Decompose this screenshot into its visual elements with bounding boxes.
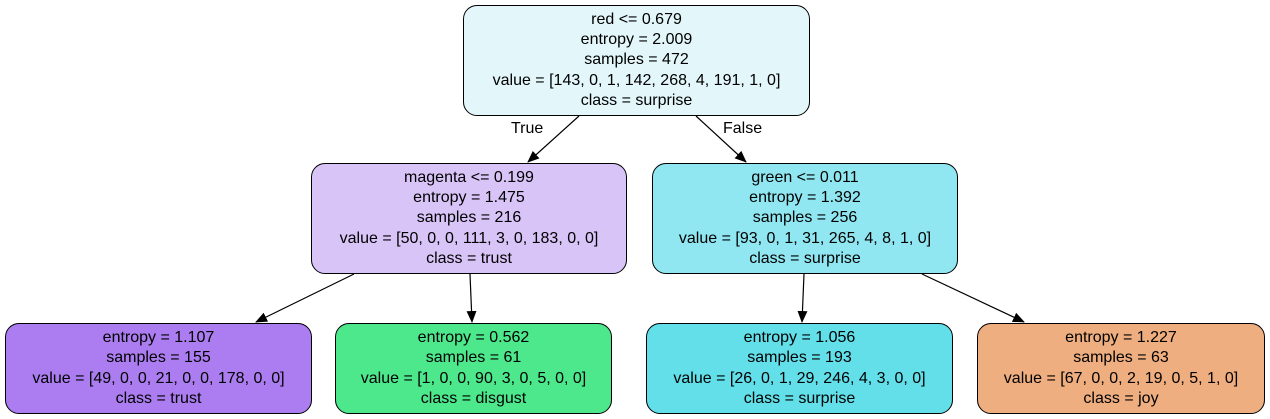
node-value: value = [67, 0, 0, 2, 19, 0, 5, 1, 0] — [1003, 369, 1239, 387]
node-split-rule: green <= 0.011 — [751, 168, 859, 186]
tree-node-right: green <= 0.011 entropy = 1.392 samples =… — [652, 163, 958, 274]
tree-node-root: red <= 0.679 entropy = 2.009 samples = 4… — [463, 5, 810, 116]
node-class: class = surprise — [580, 91, 693, 109]
tree-node-left: magenta <= 0.199 entropy = 1.475 samples… — [311, 163, 627, 274]
node-samples: samples = 155 — [106, 349, 211, 367]
node-entropy: entropy = 1.392 — [749, 189, 861, 207]
node-entropy: entropy = 1.227 — [1065, 329, 1177, 347]
node-value: value = [93, 0, 1, 31, 265, 4, 8, 1, 0] — [678, 229, 932, 247]
edge-label-false: False — [723, 120, 763, 137]
node-class: class = joy — [1083, 389, 1159, 407]
node-entropy: entropy = 0.562 — [417, 329, 530, 347]
node-split-rule: magenta <= 0.199 — [404, 168, 534, 186]
node-entropy: entropy = 1.475 — [413, 189, 525, 207]
node-class: class = surprise — [743, 389, 856, 407]
node-value: value = [49, 0, 0, 21, 0, 0, 178, 0, 0] — [32, 369, 285, 387]
node-class: class = trust — [426, 249, 512, 267]
node-entropy: entropy = 2.009 — [580, 31, 693, 49]
node-samples: samples = 61 — [425, 349, 522, 367]
node-samples: samples = 216 — [416, 209, 522, 227]
tree-node-left-right: entropy = 0.562 samples = 61 value = [1,… — [335, 323, 612, 414]
node-value: value = [50, 0, 0, 111, 3, 0, 183, 0, 0] — [339, 229, 599, 247]
edge-left-leftright — [466, 273, 477, 323]
edge-root-right — [695, 115, 747, 163]
tree-node-right-left: entropy = 1.056 samples = 193 value = [2… — [646, 323, 953, 414]
edge-right-rightright — [921, 273, 1025, 323]
node-entropy: entropy = 1.056 — [743, 329, 856, 347]
node-value: value = [1, 0, 0, 90, 3, 0, 5, 0, 0] — [360, 369, 587, 387]
node-value: value = [26, 0, 1, 29, 246, 4, 3, 0, 0] — [673, 369, 926, 387]
edge-left-leftleft — [255, 273, 355, 323]
node-class: class = trust — [115, 389, 202, 407]
node-samples: samples = 472 — [584, 51, 689, 69]
node-value: value = [143, 0, 1, 142, 268, 4, 191, 1,… — [492, 71, 781, 89]
node-class: class = disgust — [420, 389, 527, 407]
tree-node-right-right: entropy = 1.227 samples = 63 value = [67… — [977, 323, 1265, 414]
node-entropy: entropy = 1.107 — [102, 329, 215, 347]
edge-label-true: True — [511, 120, 544, 137]
tree-node-left-left: entropy = 1.107 samples = 155 value = [4… — [5, 323, 312, 414]
node-class: class = surprise — [749, 249, 861, 267]
node-split-rule: red <= 0.679 — [591, 10, 682, 28]
edge-right-rightleft — [797, 273, 808, 323]
edge-root-left — [527, 115, 580, 163]
node-samples: samples = 256 — [752, 209, 858, 227]
node-samples: samples = 193 — [747, 349, 852, 367]
node-samples: samples = 63 — [1073, 349, 1169, 367]
